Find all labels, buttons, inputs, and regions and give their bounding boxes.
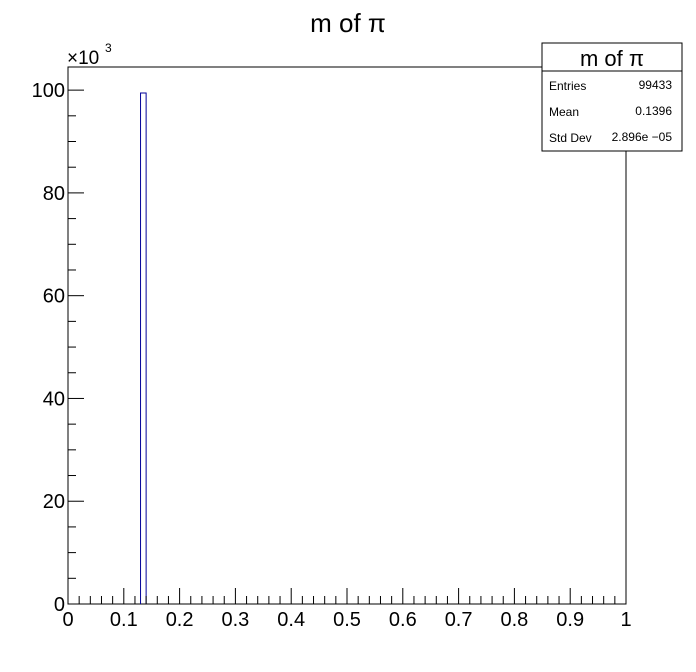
stats-box-title: m of π (580, 46, 644, 71)
y-tick-label: 40 (43, 388, 65, 410)
chart-title: m of π (310, 8, 386, 38)
stats-mean-value: 0.1396 (635, 104, 672, 118)
y-tick-label: 20 (43, 491, 65, 513)
x-tick-label: 0.9 (556, 609, 584, 631)
x-tick-label: 0.1 (110, 609, 138, 631)
y-tick-label: 0 (54, 594, 65, 616)
stats-mean-label: Mean (549, 105, 579, 119)
x-tick-label: 0.6 (389, 609, 417, 631)
x-tick-label: 0.4 (277, 609, 305, 631)
stats-entries-label: Entries (549, 79, 586, 93)
x-tick-label: 0.3 (221, 609, 249, 631)
stats-box-frame (541, 42, 683, 152)
histogram-bin-0 (140, 92, 147, 604)
y-multiplier-exponent: 3 (105, 41, 112, 55)
x-tick-label: 0.5 (333, 609, 361, 631)
x-tick-label: 0.2 (166, 609, 194, 631)
stats-stddev-value: 2.896e −05 (612, 130, 673, 144)
stats-stddev-label: Std Dev (549, 131, 592, 145)
stats-entries-value: 99433 (639, 78, 673, 92)
x-tick-label: 1 (620, 609, 631, 631)
x-tick-label: 0 (62, 609, 73, 631)
y-tick-label: 100 (32, 80, 65, 102)
x-tick-label: 0.7 (445, 609, 473, 631)
y-multiplier-base: ×10 (67, 48, 99, 69)
y-tick-label: 60 (43, 286, 65, 308)
x-tick-label: 0.8 (500, 609, 528, 631)
stats-box: m of π Entries 99433 Mean 0.1396 Std Dev… (541, 42, 683, 152)
y-axis-multiplier: ×10 3 (67, 41, 112, 69)
y-tick-label: 80 (43, 183, 65, 205)
